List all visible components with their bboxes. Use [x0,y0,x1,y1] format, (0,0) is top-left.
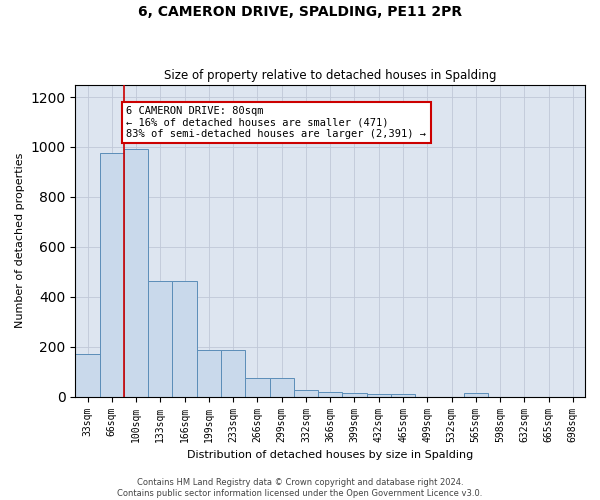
Bar [464,393,488,396]
Bar [245,378,269,396]
Bar [367,394,391,396]
Y-axis label: Number of detached properties: Number of detached properties [15,153,25,328]
Bar [100,153,124,396]
Text: Contains HM Land Registry data © Crown copyright and database right 2024.
Contai: Contains HM Land Registry data © Crown c… [118,478,482,498]
Bar [124,150,148,396]
Text: 6 CAMERON DRIVE: 80sqm
← 16% of detached houses are smaller (471)
83% of semi-de: 6 CAMERON DRIVE: 80sqm ← 16% of detached… [127,106,427,139]
Bar [76,354,100,397]
Text: 6, CAMERON DRIVE, SPALDING, PE11 2PR: 6, CAMERON DRIVE, SPALDING, PE11 2PR [138,5,462,19]
Bar [148,280,172,396]
Bar [197,350,221,397]
Bar [172,280,197,396]
Bar [343,393,367,396]
Bar [294,390,318,396]
Bar [269,378,294,396]
Bar [318,392,343,396]
Title: Size of property relative to detached houses in Spalding: Size of property relative to detached ho… [164,69,496,82]
Bar [221,350,245,397]
Bar [391,394,415,396]
X-axis label: Distribution of detached houses by size in Spalding: Distribution of detached houses by size … [187,450,473,460]
